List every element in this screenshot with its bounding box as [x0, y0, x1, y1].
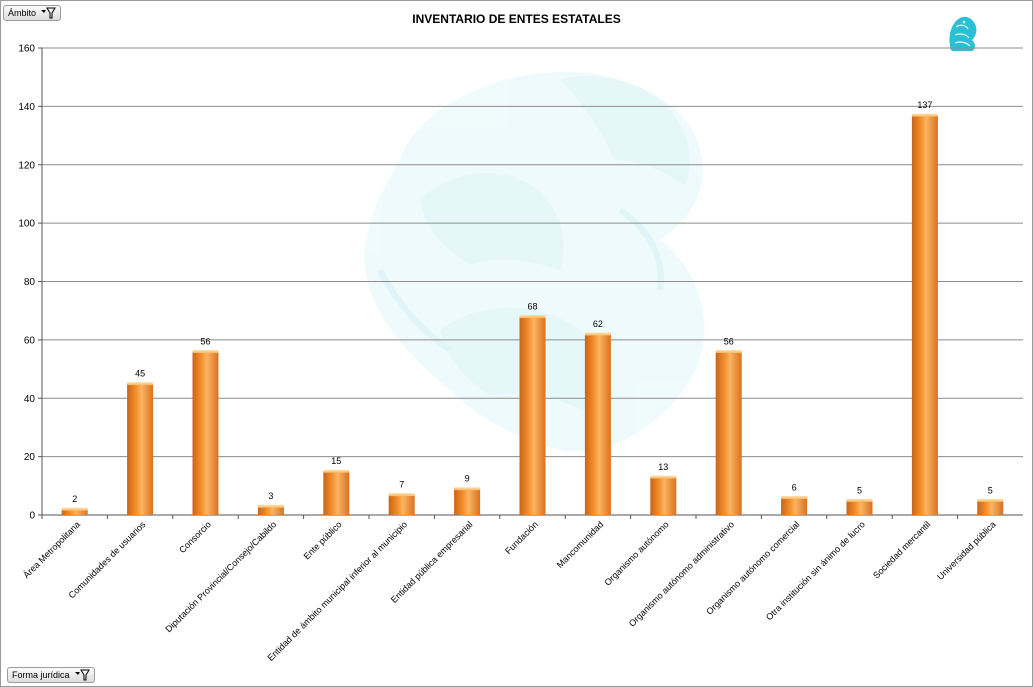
category-label: Entidad de ámbito municipal inferior al …: [265, 519, 409, 663]
bar-cap: [977, 498, 1004, 502]
data-label: 5: [857, 485, 862, 495]
y-tick-label: 20: [24, 452, 36, 463]
ambito-filter-label: Ámbito: [8, 8, 37, 18]
category-label: Fundación: [503, 519, 540, 556]
bar-cap: [454, 487, 481, 491]
data-label: 15: [331, 456, 341, 466]
chart-title: INVENTARIO DE ENTES ESTATALES: [412, 12, 621, 26]
bar: [650, 477, 677, 515]
bar: [323, 471, 350, 515]
data-label: 2: [72, 494, 77, 504]
bar: [715, 351, 742, 515]
filter-dropdown-icon: [40, 7, 56, 19]
category-label: Comunidades de usuarios: [66, 519, 147, 600]
ambito-filter-button[interactable]: Ámbito: [3, 5, 62, 21]
category-label: Mancomunidad: [555, 519, 606, 570]
y-tick-label: 40: [24, 394, 36, 405]
bar-cap: [519, 315, 546, 319]
bar-cap: [715, 350, 742, 354]
bar: [911, 115, 938, 515]
y-tick-label: 100: [18, 219, 35, 230]
data-label: 62: [593, 319, 603, 329]
data-label: 45: [135, 369, 145, 379]
data-label: 13: [658, 462, 668, 472]
eagle-logo-icon: [949, 16, 977, 51]
bar: [192, 351, 219, 515]
data-label: 6: [792, 482, 797, 492]
bar-cap: [192, 350, 219, 354]
data-label: 68: [527, 302, 537, 312]
y-tick-label: 0: [29, 511, 35, 522]
bar: [977, 500, 1004, 515]
bar-cap: [388, 493, 415, 497]
category-label: Área Metropolitana: [21, 519, 82, 580]
category-label: Diputación Provincial/Consejo/Cabildo: [163, 519, 278, 634]
bar-cap: [323, 469, 350, 473]
eagle-watermark: [364, 71, 705, 452]
y-tick-label: 140: [18, 102, 35, 113]
bar-cap: [846, 498, 873, 502]
bar: [61, 509, 88, 515]
y-tick-label: 120: [18, 160, 35, 171]
filter-dropdown-icon: [74, 669, 90, 681]
bar: [846, 500, 873, 515]
forma-juridica-filter-button[interactable]: Forma jurídica: [7, 667, 95, 683]
bar: [781, 497, 808, 515]
category-label: Consorcio: [177, 519, 213, 555]
data-label: 5: [988, 485, 993, 495]
data-label: 7: [399, 480, 404, 490]
bar: [584, 334, 611, 515]
y-tick-label: 80: [24, 277, 36, 288]
category-label: Universidad pública: [935, 519, 998, 582]
bar-cap: [584, 332, 611, 336]
bar-cap: [61, 507, 88, 511]
y-tick-label: 160: [18, 44, 35, 55]
data-label: 137: [917, 100, 932, 110]
data-label: 9: [465, 474, 470, 484]
bar: [454, 488, 481, 515]
y-tick-label: 60: [24, 335, 36, 346]
bar-cap: [257, 504, 284, 508]
bar: [127, 383, 154, 515]
category-label: Sociedad mercantil: [871, 519, 932, 580]
bar: [388, 494, 415, 515]
bar-cap: [781, 495, 808, 499]
bar-cap: [911, 113, 938, 117]
category-label: Organismo autónomo: [602, 519, 670, 587]
data-label: 56: [200, 337, 210, 347]
bar-cap: [650, 475, 677, 479]
forma-juridica-filter-label: Forma jurídica: [12, 670, 70, 680]
bar: [519, 316, 546, 515]
bar-cap: [127, 382, 154, 386]
bar: [257, 506, 284, 515]
category-label: Ente público: [302, 519, 344, 561]
data-label: 56: [724, 337, 734, 347]
category-label: Organismo autónomo administrativo: [627, 519, 736, 628]
data-label: 3: [268, 491, 273, 501]
